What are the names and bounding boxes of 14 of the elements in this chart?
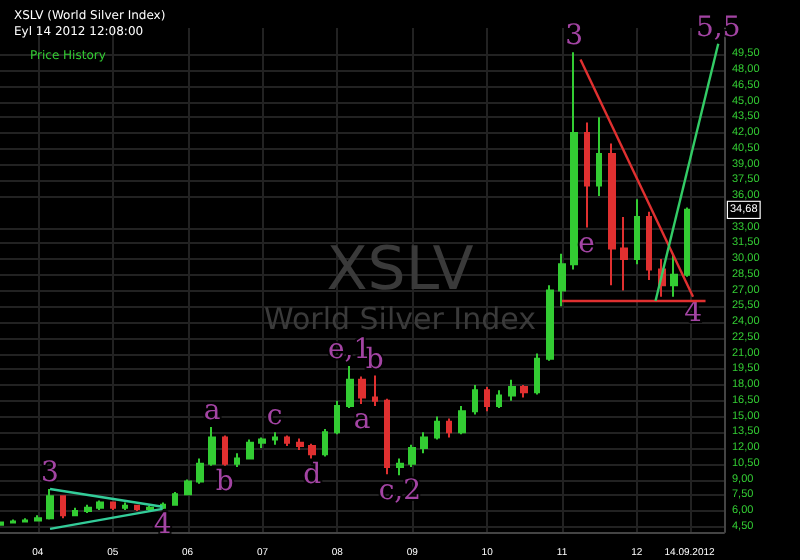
- annotation: a: [353, 403, 371, 436]
- annotation: 3: [41, 456, 59, 489]
- annotation: c,2: [378, 475, 422, 508]
- annotation: e: [578, 227, 595, 260]
- annotation: World Silver Index: [264, 301, 537, 337]
- annotation: 5,5: [695, 11, 741, 44]
- annotation: c: [266, 400, 283, 433]
- annotation: 3: [565, 20, 584, 53]
- annotation: 4: [153, 508, 172, 541]
- annotation: a: [203, 395, 221, 427]
- annotation: XSLV: [326, 235, 475, 305]
- annotation: b: [215, 465, 234, 498]
- annotation: d: [303, 458, 322, 491]
- annotation: b: [365, 343, 384, 376]
